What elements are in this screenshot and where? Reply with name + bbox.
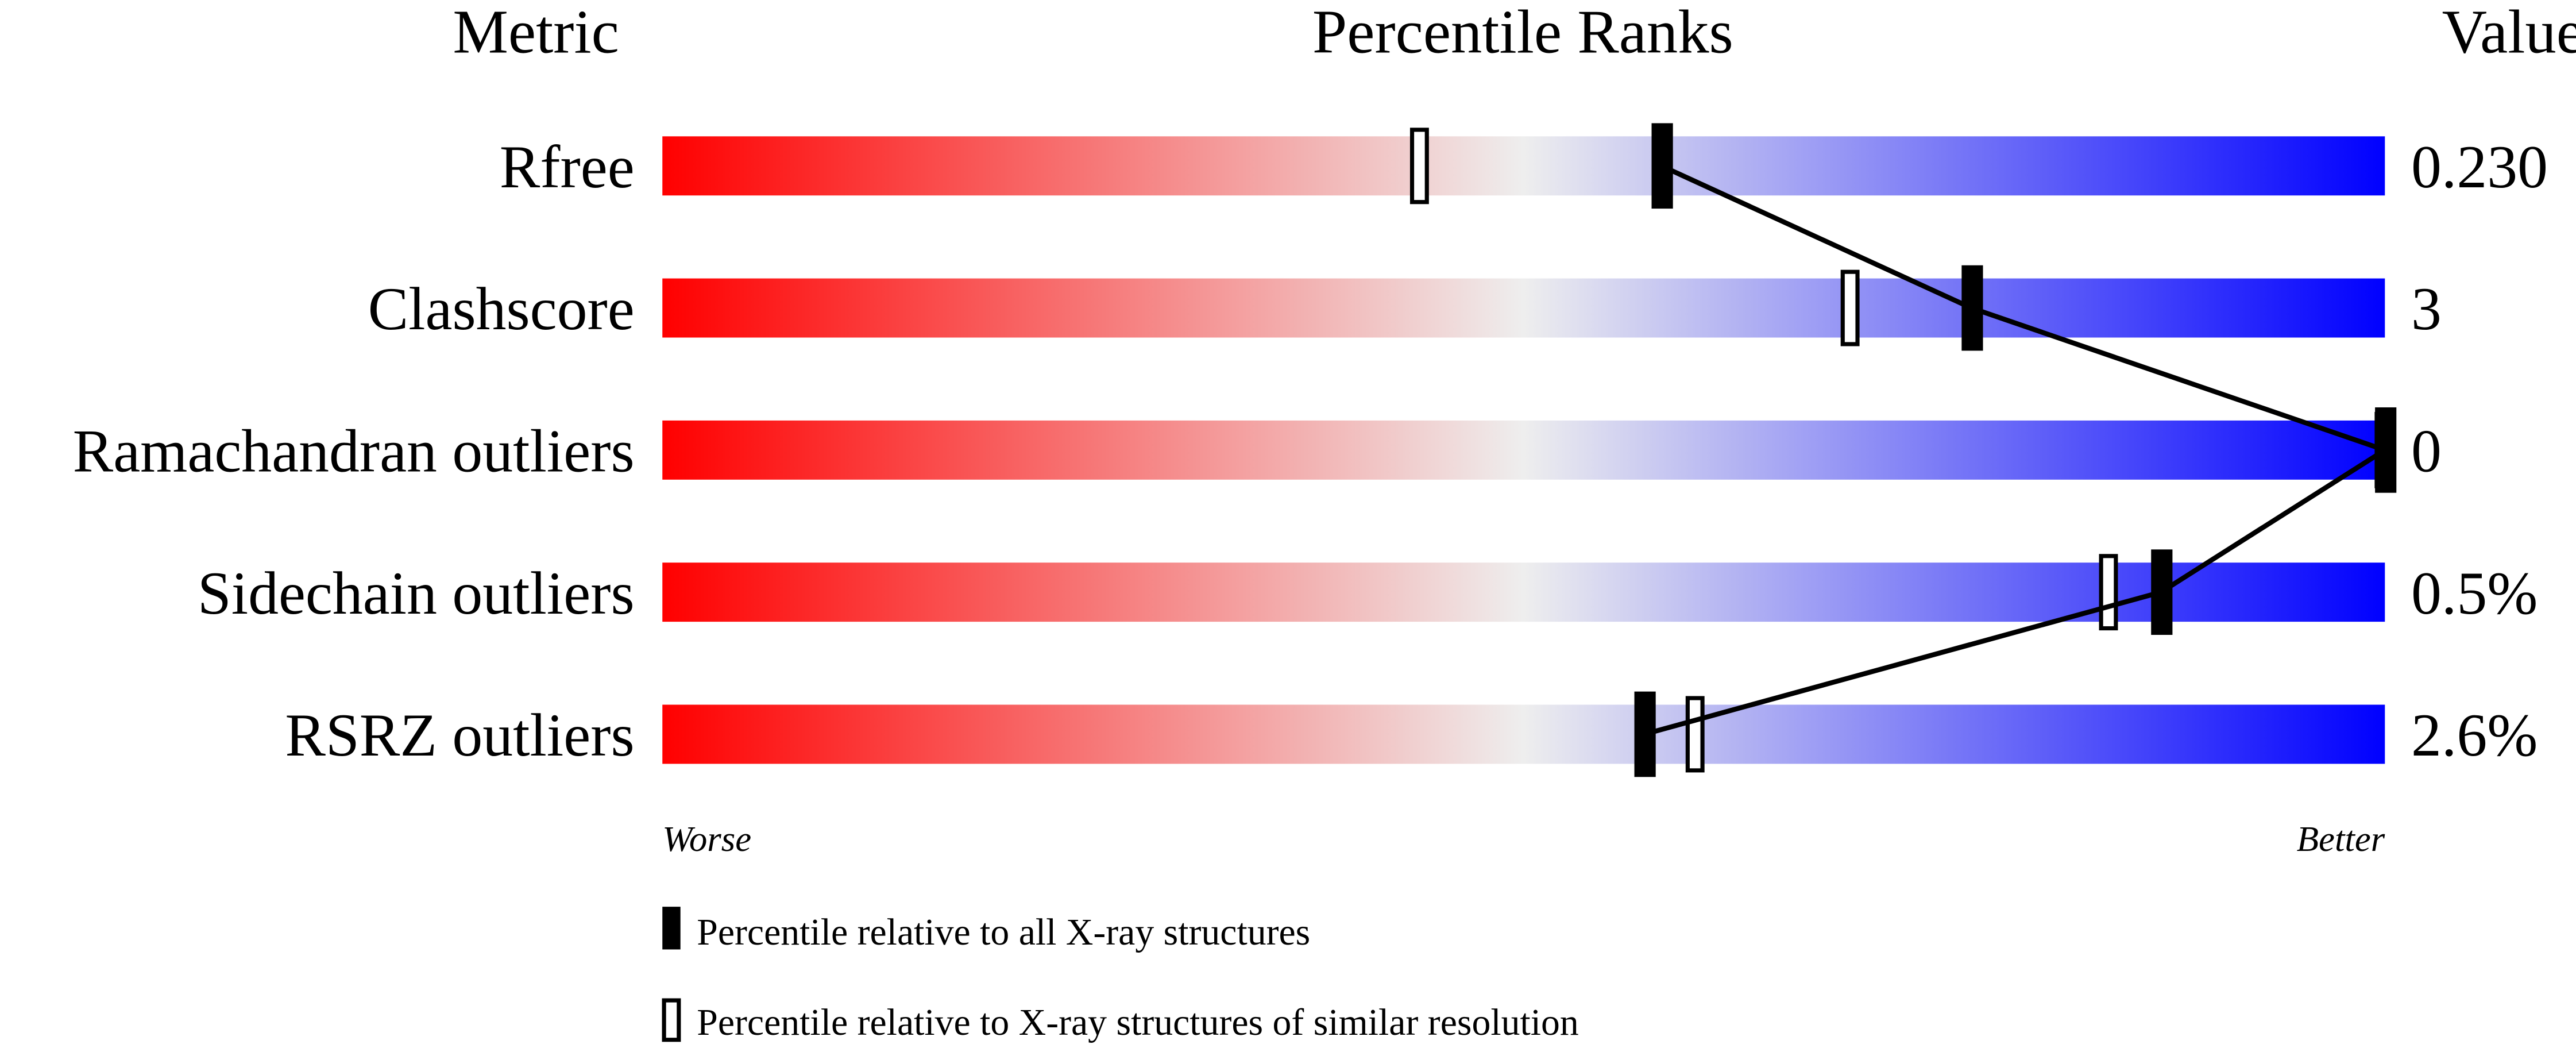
marker-all-structures [2375,407,2397,493]
metric-value: 3 [2411,275,2442,342]
header-value: Value [2442,0,2576,66]
marker-all-structures [1634,691,1656,777]
percentile-bar [662,278,2385,338]
metric-label: Ramachandran outliers [73,418,635,485]
percentile-bar [662,704,2385,764]
legend-filled-label: Percentile relative to all X-ray structu… [697,911,1310,953]
axis-label-worse: Worse [662,819,751,859]
legend-hollow-marker [662,998,681,1042]
metric-label: Rfree [500,133,635,201]
metric-value: 0 [2411,418,2442,485]
marker-similar-resolution [1409,128,1429,205]
percentile-bar [662,136,2385,196]
legend-filled-marker [662,907,681,950]
metric-value: 0.5% [2411,560,2538,627]
marker-similar-resolution [1685,696,1705,773]
percentile-bar [662,420,2385,480]
metric-label: RSRZ outliers [285,702,634,769]
header-metric: Metric [453,0,619,66]
percentile-bar [662,562,2385,622]
marker-all-structures [1651,123,1673,209]
metric-label: Sidechain outliers [198,560,635,627]
axis-label-better: Better [2297,819,2385,859]
metric-value: 2.6% [2411,702,2538,769]
marker-all-structures [2151,549,2173,635]
legend-hollow-label: Percentile relative to X-ray structures … [697,1001,1578,1043]
marker-similar-resolution [1840,269,1860,346]
marker-similar-resolution [2099,554,2118,631]
metric-value: 0.230 [2411,133,2548,201]
marker-all-structures [1961,265,1983,351]
metric-label: Clashscore [368,275,635,342]
header-percentile-ranks: Percentile Ranks [1312,0,1733,66]
